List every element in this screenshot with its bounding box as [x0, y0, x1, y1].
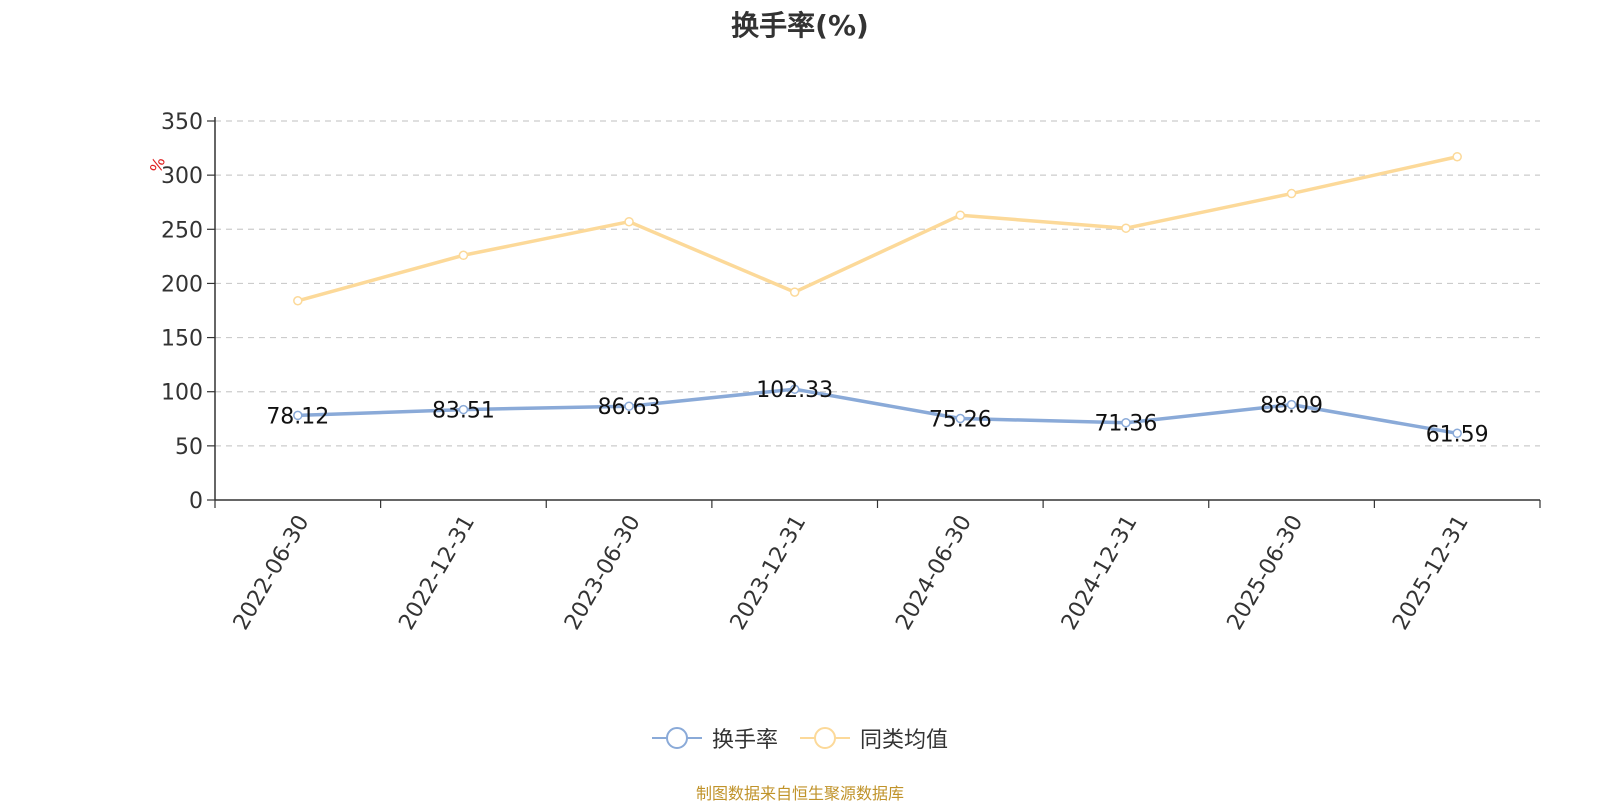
data-point	[1452, 151, 1462, 162]
legend-label-peer-average: 同类均值	[860, 728, 949, 753]
data-labels: 78.12 83.51 86.63 102.33 75.26 71.36 88.09 61.5…	[266, 378, 1488, 447]
x-tick-label: 2025-12-31	[1388, 511, 1474, 634]
y-tick-label: 250	[161, 218, 203, 243]
data-point	[1286, 399, 1297, 410]
data-point	[458, 250, 469, 261]
data-point	[789, 287, 800, 297]
legend: 换手率 同类均值	[0, 722, 1600, 754]
legend-marker-turnover	[651, 727, 702, 749]
y-tick-label: 350	[161, 110, 203, 135]
axes: 0 50 100 150 200 250 300 350% 2022-06-30 2022-12-…	[146, 110, 1541, 634]
series-line	[297, 155, 1458, 303]
x-tick-label: 2022-06-30	[229, 511, 315, 634]
data-label: 75.26	[929, 408, 992, 433]
chart-title: 换手率(%)	[731, 9, 869, 42]
y-tick-label: 200	[161, 272, 203, 297]
data-point	[955, 210, 966, 220]
data-point	[293, 296, 303, 306]
x-tick-label: 2022-12-31	[394, 511, 480, 634]
x-tick-label: 2023-12-31	[726, 511, 812, 634]
x-tick-label: 2023-06-30	[560, 511, 646, 634]
y-tick-label: 150	[161, 327, 203, 352]
legend-label-turnover: 换手率	[711, 728, 778, 753]
data-label: 86.63	[598, 395, 661, 420]
y-axis-unit: %	[146, 154, 169, 175]
source-note: 制图数据来自恒生聚源数据库	[695, 784, 904, 803]
series-line	[297, 387, 1458, 436]
data-label: 88.09	[1260, 394, 1323, 419]
data-label: 83.51	[432, 399, 495, 424]
data-point	[789, 384, 800, 394]
data-label: 61.59	[1426, 422, 1489, 447]
data-point	[955, 413, 966, 424]
grid-lines	[215, 120, 1540, 447]
data-point	[1452, 428, 1462, 439]
y-tick-label: 50	[175, 435, 203, 460]
y-tick-label: 300	[161, 164, 203, 189]
x-tick-label: 2024-06-30	[891, 511, 977, 634]
data-point	[1286, 188, 1297, 199]
data-point	[624, 401, 634, 411]
data-point	[1121, 223, 1131, 233]
x-tick-label: 2024-12-31	[1057, 511, 1143, 634]
data-point	[458, 404, 469, 415]
y-tick-label: 0	[189, 489, 203, 514]
data-label: 102.33	[756, 378, 833, 403]
data-label: 78.12	[266, 404, 329, 429]
data-point	[293, 410, 303, 421]
data-label: 71.36	[1094, 412, 1157, 437]
x-tick-label: 2025-06-30	[1223, 511, 1309, 634]
data-point	[624, 216, 634, 227]
legend-item-peer-average[interactable]: 同类均值	[800, 722, 948, 754]
y-tick-label: 100	[161, 381, 203, 406]
legend-marker-peer-average	[800, 727, 850, 749]
legend-item-turnover[interactable]: 换手率	[651, 722, 778, 754]
series-layer	[293, 151, 1462, 439]
data-point	[1121, 417, 1131, 428]
